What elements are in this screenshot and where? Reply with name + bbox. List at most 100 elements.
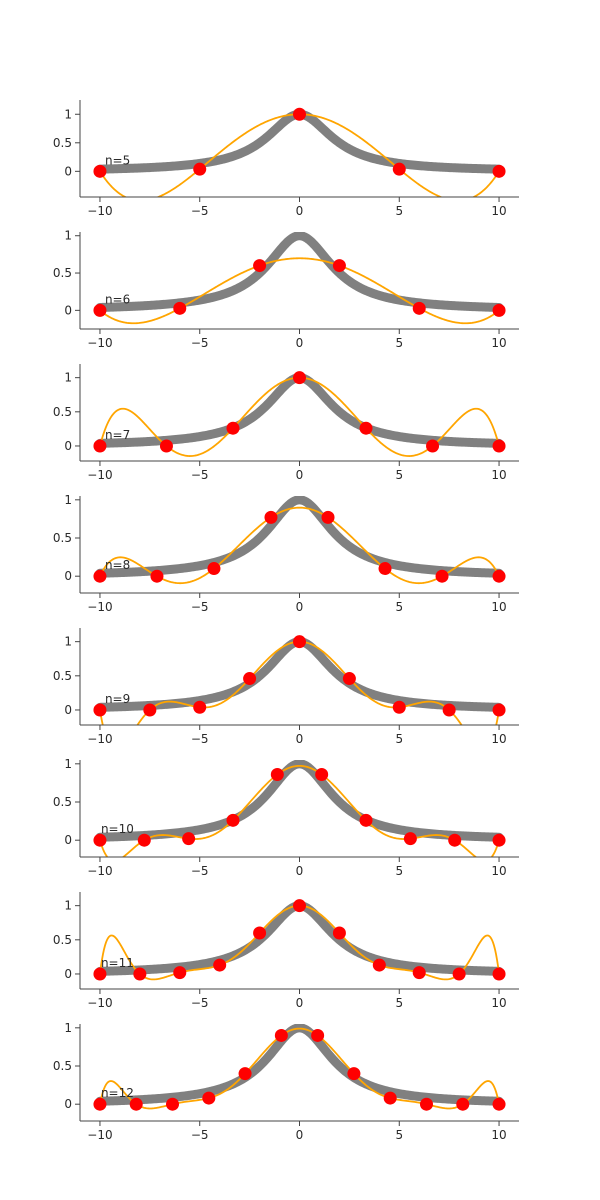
panel-annotation: n=8 [105, 558, 130, 572]
x-tick-label: −5 [191, 996, 209, 1010]
node-point [412, 966, 426, 980]
x-tick-label: −10 [87, 732, 112, 746]
y-tick-label: 1 [64, 107, 72, 121]
x-tick-label: −10 [87, 600, 112, 614]
node-point [342, 672, 356, 686]
subplot-3: n=7 0 0.5 1 −10 −5 0 5 10 [53, 364, 519, 482]
node-point [264, 510, 278, 524]
y-tick-label: 1 [64, 757, 72, 771]
x-tick-label: −10 [87, 996, 112, 1010]
node-point [492, 439, 506, 453]
y-tick-label: 1 [64, 635, 72, 649]
x-tick-label: 0 [296, 732, 304, 746]
y-tick-label: 1 [64, 493, 72, 507]
node-point [93, 164, 107, 178]
node-point [166, 1097, 180, 1111]
node-point [492, 164, 506, 178]
node-point [159, 439, 173, 453]
y-tick-label: 1 [64, 229, 72, 243]
y-tick-label: 1 [64, 1021, 72, 1035]
subplot-6: n=10 0 0.5 1 −10 −5 0 5 10 [53, 757, 519, 878]
panel-annotation: n=5 [105, 153, 130, 167]
node-point [392, 162, 406, 176]
node-point [492, 569, 506, 583]
node-point [392, 700, 406, 714]
x-tick-label: 10 [491, 468, 506, 482]
y-tick-label: 0.5 [53, 1059, 72, 1073]
x-tick-label: 5 [395, 336, 403, 350]
y-tick-label: 0.5 [53, 531, 72, 545]
y-tick-label: 0.5 [53, 405, 72, 419]
x-tick-label: 0 [296, 864, 304, 878]
reference-curve-line [95, 496, 504, 578]
reference-curve-line [95, 901, 504, 976]
x-tick-label: −5 [191, 864, 209, 878]
x-tick-label: 0 [296, 996, 304, 1010]
panel-annotation: n=7 [105, 428, 130, 442]
x-tick-label: −5 [191, 1128, 209, 1142]
y-tick-label: 0 [64, 439, 72, 453]
node-point [193, 162, 207, 176]
interpolant-line [99, 113, 500, 197]
y-tick-label: 0 [64, 569, 72, 583]
node-point [332, 926, 346, 940]
node-point [253, 926, 267, 940]
x-tick-label: 5 [395, 864, 403, 878]
node-point [93, 833, 107, 847]
x-tick-label: −10 [87, 336, 112, 350]
node-point [93, 569, 107, 583]
interpolant-line [99, 764, 500, 857]
subplot-4: n=8 0 0.5 1 −10 −5 0 5 10 [53, 493, 519, 614]
node-point [182, 832, 196, 846]
panel-annotation: n=10 [101, 822, 134, 836]
panel-annotation: n=11 [101, 956, 134, 970]
x-tick-label: −5 [191, 732, 209, 746]
x-tick-label: 10 [491, 732, 506, 746]
y-tick-label: 0.5 [53, 266, 72, 280]
x-tick-label: 0 [296, 204, 304, 218]
node-point [383, 1091, 397, 1105]
node-point [315, 768, 329, 782]
node-point [347, 1067, 361, 1081]
x-tick-label: 5 [395, 204, 403, 218]
reference-curve-line [95, 1024, 504, 1106]
x-tick-label: 10 [491, 1128, 506, 1142]
node-point [173, 966, 187, 980]
node-point [93, 703, 107, 717]
node-point [372, 958, 386, 972]
x-tick-label: 5 [395, 468, 403, 482]
x-tick-label: 10 [491, 996, 506, 1010]
node-point [226, 813, 240, 827]
node-point [238, 1067, 252, 1081]
x-tick-label: 0 [296, 600, 304, 614]
reference-curve-line [95, 373, 504, 448]
x-tick-label: −10 [87, 204, 112, 218]
node-point [150, 569, 164, 583]
node-point [293, 107, 306, 121]
x-tick-label: −5 [191, 600, 209, 614]
node-point [129, 1097, 143, 1111]
subplot-1: n=5 0 0.5 1 −10 −5 0 5 10 [53, 100, 519, 218]
y-tick-label: 0.5 [53, 669, 72, 683]
node-point [419, 1097, 433, 1111]
subplot-7: n=11 0 0.5 1 −10 −5 0 5 10 [53, 892, 519, 1010]
y-tick-label: 0.5 [53, 933, 72, 947]
interpolant-line [99, 506, 500, 585]
panel-annotation: n=6 [105, 292, 130, 306]
x-tick-label: −10 [87, 864, 112, 878]
x-tick-label: 5 [395, 732, 403, 746]
x-tick-label: −5 [191, 204, 209, 218]
node-point [226, 421, 240, 435]
interpolant-line [99, 257, 500, 325]
node-point [412, 301, 426, 315]
panel-annotation: n=12 [101, 1086, 134, 1100]
node-point [93, 439, 107, 453]
y-tick-label: 0 [64, 967, 72, 981]
node-point [492, 1097, 506, 1111]
x-tick-label: 10 [491, 864, 506, 878]
y-tick-label: 1 [64, 371, 72, 385]
node-point [93, 1097, 107, 1111]
reference-curve-line [95, 232, 504, 312]
reference-curve-line [95, 109, 504, 174]
node-point [435, 569, 449, 583]
